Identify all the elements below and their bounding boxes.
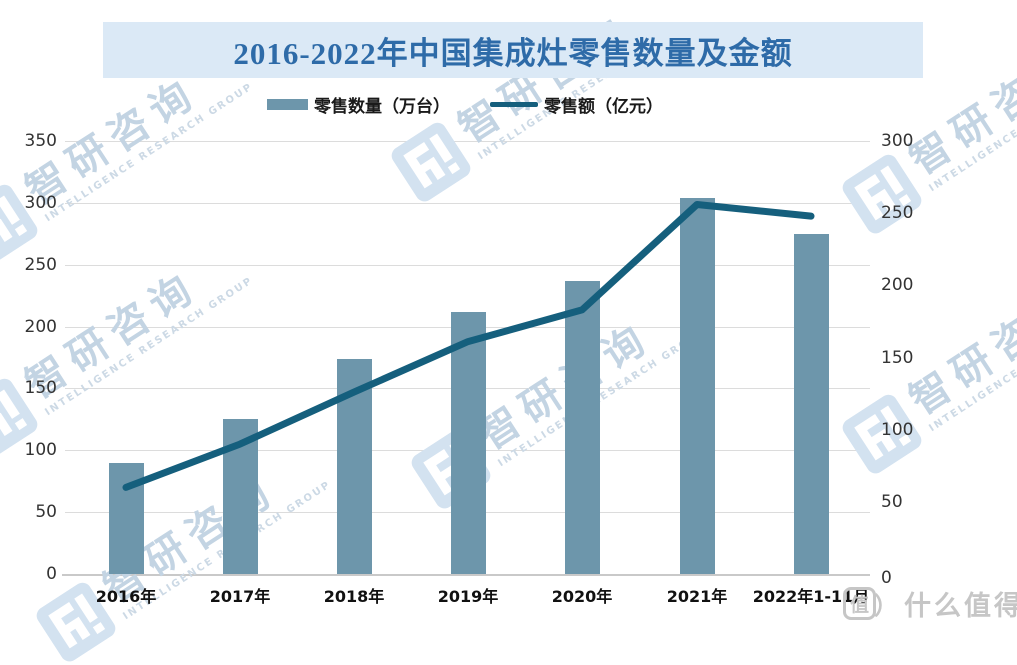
legend-label: 零售额（亿元） [544, 97, 663, 117]
bar-retail-quantity [451, 311, 486, 574]
legend-label: 零售数量（万台） [314, 97, 450, 117]
smzdm-watermark: 值 ） 什么值得买 [843, 584, 1017, 623]
bar-retail-quantity [680, 197, 715, 574]
x-axis-line [62, 574, 870, 576]
bar-retail-quantity [565, 280, 600, 574]
chart-title-band: 2016-2022年中国集成灶零售数量及金额 [103, 22, 923, 78]
bar-retail-quantity [109, 462, 144, 574]
legend-item-retail-quantity: 零售数量（万台） [267, 92, 450, 117]
smzdm-watermark-text: 什么值得买 [904, 591, 1017, 622]
line-swatch-icon [490, 102, 538, 107]
legend-item-retail-amount: 零售额（亿元） [490, 92, 663, 117]
bar-swatch-icon [267, 99, 308, 110]
chart-title: 2016-2022年中国集成灶零售数量及金额 [233, 35, 793, 71]
legend: 零售数量（万台） 零售额（亿元） [0, 92, 930, 117]
bar-retail-quantity [794, 233, 829, 574]
chart-canvas: 智研咨询 INTELLIGENCE RESEARCH GROUP 智研咨询 IN… [0, 6, 1017, 662]
bar-retail-quantity [337, 358, 372, 574]
smzdm-logo-paren: ） [874, 592, 898, 620]
bar-retail-quantity [223, 419, 258, 574]
smzdm-logo-icon: 值 [843, 587, 876, 620]
